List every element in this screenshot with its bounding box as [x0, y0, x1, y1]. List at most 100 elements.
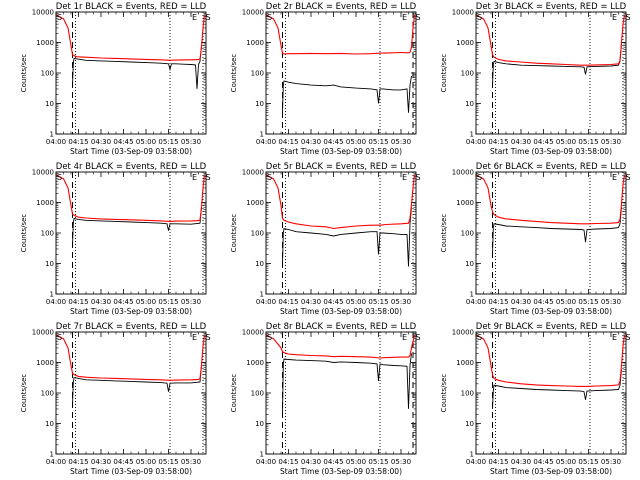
time-marker-label: S: [477, 173, 482, 182]
x-tick-label: 04:30: [91, 138, 111, 146]
time-marker-label: S: [206, 333, 211, 342]
y-tick-label: 100: [41, 230, 54, 238]
x-tick-label: 04:00: [256, 138, 276, 146]
y-tick-label: 10000: [242, 9, 264, 17]
y-tick-label: 1: [260, 291, 264, 299]
panel-title: Det 3r BLACK = Events, RED = LLD: [476, 2, 627, 12]
plot-area: [56, 332, 206, 454]
time-marker-label: E: [612, 333, 617, 342]
x-tick-label: 04:45: [113, 298, 133, 306]
detector-panel: Det 4r BLACK = Events, RED = LLD Counts/s…: [20, 162, 211, 316]
plot-frame: [55, 171, 207, 295]
y-tick-label: 10000: [452, 329, 474, 337]
y-tick-label: 1000: [36, 359, 54, 367]
x-tick-label: 04:15: [278, 458, 298, 466]
x-tick-label: 05:30: [391, 298, 411, 306]
y-tick-label: 1000: [246, 199, 264, 207]
x-tick-label: 04:45: [323, 298, 343, 306]
time-marker-label: S: [626, 13, 631, 22]
y-tick-label: 100: [461, 390, 474, 398]
x-tick-label: 05:15: [368, 458, 388, 466]
time-marker-label: S: [416, 13, 421, 22]
x-tick-label: 05:30: [601, 298, 621, 306]
y-tick-label: 10: [255, 100, 264, 108]
x-tick-label: 04:30: [301, 458, 321, 466]
y-axis-label: Counts/sec: [440, 214, 448, 253]
x-axis-label: Start Time (03-Sep-09 03:58:00): [490, 467, 612, 476]
x-tick-label: 04:45: [323, 458, 343, 466]
y-tick-label: 10000: [242, 329, 264, 337]
x-tick-label: 04:30: [301, 298, 321, 306]
detector-panel: Det 8r BLACK = Events, RED = LLD Counts/s…: [230, 322, 421, 476]
x-tick-label: 04:45: [113, 138, 133, 146]
y-tick-label: 1: [260, 451, 264, 459]
x-tick-label: 04:30: [511, 138, 531, 146]
y-tick-label: 10: [45, 420, 54, 428]
y-axis-label: Counts/sec: [20, 54, 28, 93]
y-tick-label: 100: [41, 390, 54, 398]
plot-frame: [55, 331, 207, 455]
panel-title: Det 6r BLACK = Events, RED = LLD: [476, 162, 627, 172]
x-axis-label: Start Time (03-Sep-09 03:58:00): [490, 307, 612, 316]
x-tick-label: 04:30: [91, 298, 111, 306]
events-series-line: [492, 43, 622, 86]
events-series-line: [72, 365, 202, 406]
time-marker-label: S: [416, 173, 421, 182]
x-tick-label: 04:00: [256, 458, 276, 466]
plot-frame: [265, 331, 417, 455]
events-series-line: [492, 369, 622, 409]
time-marker-label: S: [416, 333, 421, 342]
time-marker-label: E: [192, 333, 197, 342]
x-tick-label: 04:15: [488, 298, 508, 306]
panel-title: Det 5r BLACK = Events, RED = LLD: [266, 162, 417, 172]
x-tick-label: 05:00: [556, 138, 576, 146]
y-tick-label: 1000: [456, 39, 474, 47]
time-marker-label: S: [626, 333, 631, 342]
time-marker-label: E: [192, 13, 197, 22]
y-axis-label: Counts/sec: [230, 54, 238, 93]
x-tick-label: 05:30: [391, 138, 411, 146]
lld-series-line: [266, 334, 416, 359]
lld-series-line: [266, 174, 416, 230]
x-tick-label: 05:00: [346, 138, 366, 146]
x-tick-label: 05:15: [158, 298, 178, 306]
y-tick-label: 100: [461, 70, 474, 78]
y-tick-label: 10: [465, 420, 474, 428]
x-tick-label: 05:00: [346, 298, 366, 306]
panel-title: Det 9r BLACK = Events, RED = LLD: [476, 322, 627, 332]
x-tick-label: 05:15: [578, 138, 598, 146]
plot-area: [476, 332, 626, 454]
x-tick-label: 05:00: [136, 298, 156, 306]
x-tick-label: 05:00: [136, 138, 156, 146]
detector-panel: Det 5r BLACK = Events, RED = LLD Counts/s…: [230, 162, 421, 316]
time-marker-label: S: [206, 173, 211, 182]
x-axis-label: Start Time (03-Sep-09 03:58:00): [280, 307, 402, 316]
y-tick-label: 10: [255, 420, 264, 428]
y-tick-label: 10000: [242, 169, 264, 177]
y-tick-label: 1000: [456, 199, 474, 207]
x-tick-label: 05:15: [158, 458, 178, 466]
plot-area: [56, 12, 206, 134]
time-marker-label: S: [267, 173, 272, 182]
x-tick-label: 04:45: [533, 138, 553, 146]
y-tick-label: 10: [465, 100, 474, 108]
y-axis-label: Counts/sec: [440, 54, 448, 93]
x-axis-label: Start Time (03-Sep-09 03:58:00): [70, 147, 192, 156]
plot-area: [56, 172, 206, 294]
x-tick-label: 04:15: [278, 138, 298, 146]
lld-series-line: [56, 174, 206, 222]
time-marker-label: E: [402, 333, 407, 342]
x-tick-label: 05:00: [556, 458, 576, 466]
lld-series-line: [266, 14, 416, 55]
time-marker-label: S: [477, 13, 482, 22]
x-tick-label: 05:30: [181, 298, 201, 306]
y-tick-label: 1: [50, 291, 54, 299]
time-marker-label: E: [612, 173, 617, 182]
x-tick-label: 04:00: [46, 458, 66, 466]
x-tick-label: 04:00: [466, 138, 486, 146]
x-tick-label: 05:30: [601, 138, 621, 146]
detector-panel: Det 6r BLACK = Events, RED = LLD Counts/s…: [440, 162, 631, 316]
x-tick-label: 04:00: [466, 458, 486, 466]
y-axis-label: Counts/sec: [230, 214, 238, 253]
y-axis-label: Counts/sec: [230, 374, 238, 413]
